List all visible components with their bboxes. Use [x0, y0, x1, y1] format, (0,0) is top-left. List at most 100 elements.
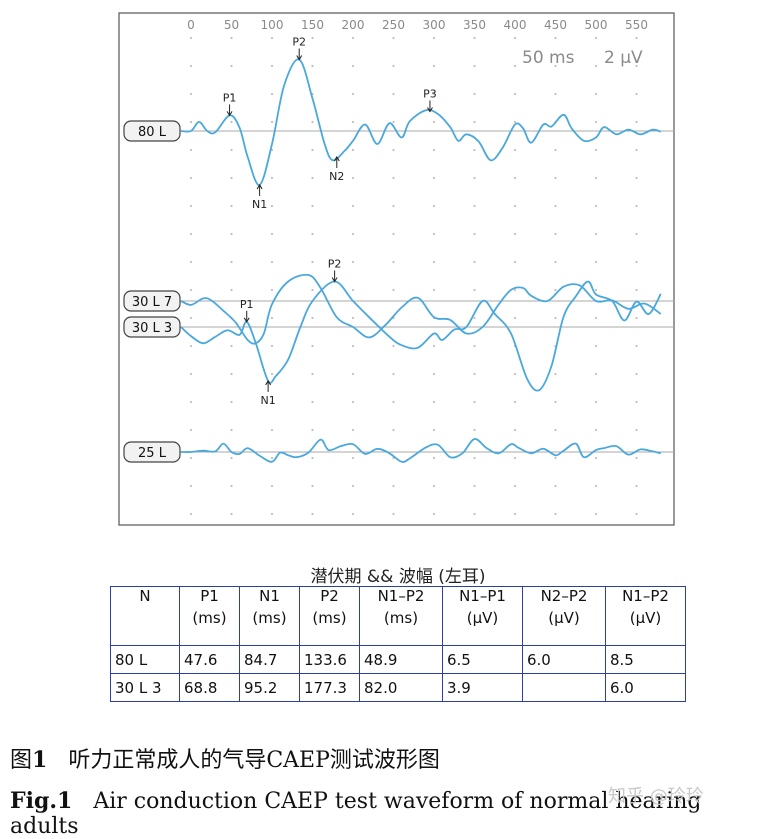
- grid-dot: [311, 148, 314, 152]
- header-name: N1–P2: [622, 587, 669, 605]
- grid-dot: [230, 176, 233, 180]
- header-unit: (µV): [629, 609, 662, 627]
- figure-caption-cn: 图1 听力正常成人的气导CAEP测试波形图: [10, 747, 440, 773]
- table-header-row: N P1 (ms) N1 (ms) P2 (ms) N1–P2 (ms) N1–P1 (µV) N2–…: [110, 586, 686, 646]
- grid-dot: [270, 120, 274, 124]
- table-row: 80 L 47.6 84.7 133.6 48.9 6.5 6.0 8.5: [110, 645, 686, 674]
- grid-dot: [189, 372, 193, 376]
- grid-dot: [635, 204, 638, 208]
- table-cell: 30 L 3: [110, 673, 180, 702]
- peak-arrow: [256, 184, 263, 190]
- grid-dot: [230, 484, 233, 488]
- grid-dot: [311, 456, 314, 460]
- grid-dot: [554, 400, 557, 404]
- grid-dot: [392, 372, 395, 376]
- grid-dot: [473, 36, 476, 40]
- grid-dot: [554, 204, 557, 208]
- grid-dot: [230, 400, 233, 404]
- trace-label: 80 L: [123, 120, 181, 142]
- grid-dot: [311, 400, 314, 404]
- grid-dot: [311, 120, 314, 124]
- grid-dot: [432, 176, 436, 180]
- grid-dot: [635, 456, 638, 460]
- peak-marker: N2: [329, 156, 344, 183]
- grid-dot: [594, 316, 598, 320]
- grid-dot: [351, 428, 355, 432]
- peak-marker: N1: [252, 184, 267, 211]
- peak-arrow: [243, 317, 250, 323]
- x-tick-label: 100: [261, 18, 284, 32]
- grid-dot: [230, 64, 233, 68]
- grid-dot: [635, 344, 638, 348]
- grid-dot: [311, 484, 314, 488]
- peak-label: N1: [252, 198, 267, 211]
- grid-dot: [594, 288, 598, 292]
- peak-arrow: [331, 277, 338, 283]
- peak-marker: P1: [223, 91, 236, 117]
- grid-dot: [311, 372, 314, 376]
- grid-dot: [635, 372, 638, 376]
- grid-dot: [392, 148, 395, 152]
- grid-dot: [189, 512, 193, 516]
- grid-dot: [594, 344, 598, 348]
- peak-marker: N1: [260, 380, 276, 407]
- trace-label-box: [123, 316, 181, 338]
- peak-arrow: [427, 107, 433, 113]
- grid-dot: [432, 148, 436, 152]
- grid-dot: [554, 288, 557, 292]
- grid-dot: [189, 456, 193, 460]
- header-name: N1: [259, 587, 280, 605]
- grid-dot: [270, 64, 274, 68]
- grid-dot: [351, 456, 355, 460]
- grid-dot: [594, 204, 598, 208]
- table-cell: 82.0: [359, 673, 443, 702]
- latency-amplitude-table: N P1 (ms) N1 (ms) P2 (ms) N1–P2 (ms) N1–P1 (µV) N2–…: [110, 586, 686, 702]
- trace-label-text: 30 L 7: [132, 295, 172, 310]
- grid-dot: [270, 372, 274, 376]
- grid-dot: [392, 512, 395, 516]
- grid-dot: [635, 288, 638, 292]
- grid-dot: [230, 148, 233, 152]
- peak-marker: P3: [423, 88, 437, 113]
- x-tick-label: 350: [463, 18, 486, 32]
- grid-dot: [351, 120, 355, 124]
- peak-label: P2: [328, 258, 342, 271]
- grid-dot: [594, 484, 598, 488]
- grid-dot: [270, 288, 274, 292]
- grid-dot: [230, 260, 233, 264]
- table-header-cell: P2 (ms): [299, 586, 360, 646]
- grid-dot: [635, 484, 638, 488]
- grid-dot: [270, 484, 274, 488]
- grid-dot: [594, 428, 598, 432]
- x-tick-labels: 0 50 100 150 200 250 300 350 400 450 500 550: [187, 18, 648, 32]
- grid-dot: [594, 36, 598, 40]
- grid-dot: [351, 176, 355, 180]
- grid-dot: [432, 484, 436, 488]
- x-tick-label: 500: [585, 18, 608, 32]
- grid-dot: [635, 260, 638, 264]
- grid-dot: [635, 400, 638, 404]
- table-cell: 48.9: [359, 645, 443, 674]
- x-tick-label: 250: [382, 18, 405, 32]
- grid-dot: [432, 456, 436, 460]
- table-cell: 68.8: [179, 673, 240, 702]
- grid-dot: [594, 372, 598, 376]
- grid-dot: [351, 36, 355, 40]
- grid-dot: [554, 428, 557, 432]
- peak-marker: P2: [328, 258, 342, 283]
- trace-label-box: [123, 120, 181, 142]
- grid-dot: [513, 400, 517, 404]
- grid-dots: [189, 36, 638, 516]
- grid-dot: [513, 260, 517, 264]
- grid-dot: [554, 512, 557, 516]
- grid-dot: [392, 400, 395, 404]
- grid-dot: [473, 484, 476, 488]
- grid-dot: [392, 120, 395, 124]
- grid-dot: [351, 484, 355, 488]
- grid-dot: [270, 400, 274, 404]
- grid-dot: [189, 484, 193, 488]
- grid-dot: [189, 64, 193, 68]
- table-header-cell: N2–P2 (µV): [522, 586, 606, 646]
- plot-frame: [118, 12, 675, 526]
- grid-dot: [270, 176, 274, 180]
